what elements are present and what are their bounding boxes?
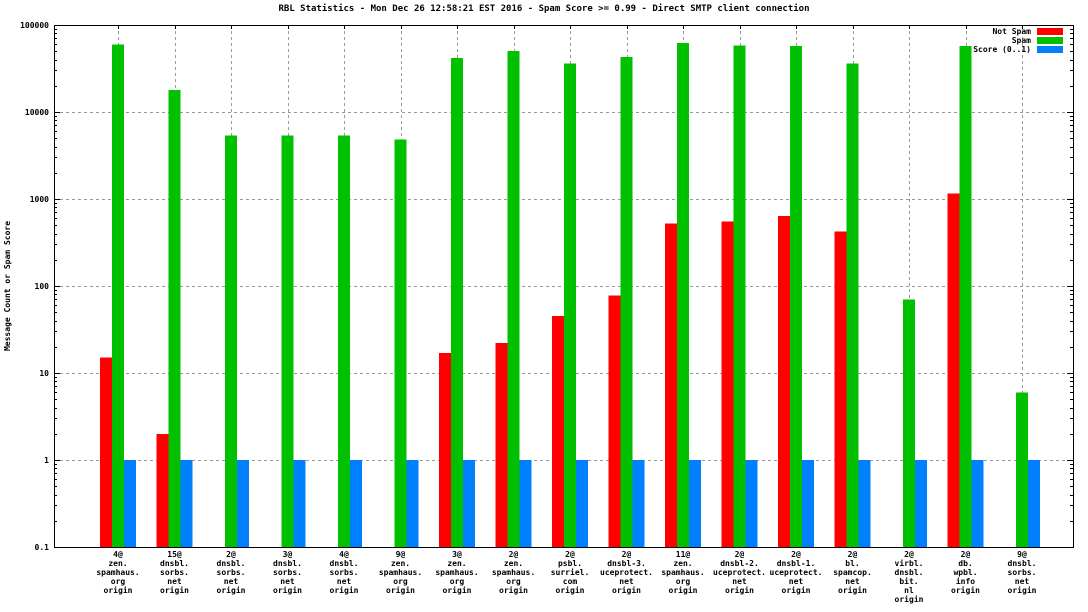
x-tick-label: 2@ zen. spamhaus. org origin bbox=[492, 550, 535, 595]
bar-spam bbox=[733, 45, 746, 548]
bars bbox=[100, 43, 1040, 548]
x-tick-label: 2@ psbl. surriel. com origin bbox=[551, 550, 590, 595]
y-tick-label: 100 bbox=[35, 282, 50, 291]
y-axis-title: Message Count or Spam Score bbox=[3, 221, 12, 351]
x-tick-label: 2@ dnsbl-2. uceprotect. net origin bbox=[713, 550, 766, 595]
bar-spam bbox=[507, 51, 520, 548]
legend-swatch-not-spam bbox=[1037, 28, 1063, 35]
x-tick-label: 9@ dnsbl. sorbs. net origin bbox=[1008, 550, 1037, 595]
bar-not-spam bbox=[947, 193, 960, 547]
x-tick-label: 15@ dnsbl. sorbs. net origin bbox=[160, 550, 189, 595]
y-tick-label: 0.1 bbox=[35, 543, 50, 552]
x-tick-label: 11@ zen. spamhaus. org origin bbox=[661, 550, 704, 595]
bar-spam bbox=[790, 46, 802, 547]
bar-score bbox=[406, 460, 419, 547]
bar-score bbox=[632, 460, 645, 547]
legend-swatch-spam bbox=[1037, 37, 1063, 44]
bar-not-spam bbox=[665, 223, 677, 547]
bar-not-spam bbox=[100, 357, 112, 547]
bar-not-spam bbox=[439, 352, 451, 547]
x-tick-labels: 4@ zen. spamhaus. org origin 15@ dnsbl. sorbs. n… bbox=[96, 550, 1036, 604]
bar-spam bbox=[677, 43, 689, 548]
bar-spam bbox=[564, 63, 576, 547]
bar-score bbox=[124, 460, 136, 547]
chart-title: RBL Statistics - Mon Dec 26 12:58:21 EST… bbox=[278, 4, 810, 14]
bar-score bbox=[519, 460, 532, 547]
bar-spam bbox=[338, 135, 350, 547]
plot-border bbox=[54, 25, 1074, 548]
bar-score bbox=[237, 460, 249, 547]
legend-item-not-spam: Not Spam bbox=[973, 27, 1063, 36]
bar-score bbox=[350, 460, 362, 547]
y-tick-label: 10 bbox=[39, 369, 49, 378]
legend-label: Spam bbox=[1011, 36, 1031, 45]
bar-score bbox=[915, 460, 927, 547]
bar-not-spam bbox=[495, 343, 508, 547]
legend-swatch-score bbox=[1037, 46, 1063, 53]
bar-score bbox=[971, 460, 984, 547]
bar-score bbox=[1028, 460, 1040, 547]
legend-item-score: Score (0..1) bbox=[973, 45, 1063, 54]
y-tick-label: 1000 bbox=[30, 195, 49, 204]
legend: Not Spam Spam Score (0..1) bbox=[973, 27, 1063, 54]
x-tick-label: 3@ zen. spamhaus. org origin bbox=[435, 550, 478, 595]
y-tick-labels: 0.1 1 10 100 1000 10000 100000 bbox=[20, 21, 49, 552]
x-tick-label: 9@ zen. spamhaus. org origin bbox=[379, 550, 422, 595]
bar-spam bbox=[451, 57, 463, 547]
bar-score bbox=[293, 460, 306, 547]
x-tick-label: 2@ bl. spamcop. net origin bbox=[833, 550, 872, 595]
x-tick-label: 2@ virbl. dnsbl. bit. nl origin bbox=[895, 550, 924, 604]
bar-not-spam bbox=[608, 295, 621, 547]
x-tick-label: 2@ dnsbl-3. uceprotect. net origin bbox=[600, 550, 653, 595]
y-tick-label: 1 bbox=[44, 456, 49, 465]
bar-spam bbox=[959, 46, 972, 547]
x-tick-label: 3@ dnsbl. sorbs. net origin bbox=[273, 550, 302, 595]
bar-score bbox=[576, 460, 588, 547]
bar-not-spam bbox=[834, 231, 847, 547]
bar-score bbox=[802, 460, 814, 547]
bar-spam bbox=[281, 135, 294, 547]
y-tick-label: 100000 bbox=[20, 21, 49, 30]
x-tick-label: 2@ db. wpbl. info origin bbox=[951, 550, 980, 595]
bar-not-spam bbox=[778, 215, 790, 547]
y-tick-label: 10000 bbox=[25, 108, 49, 117]
bar-spam bbox=[903, 299, 915, 547]
bar-not-spam bbox=[721, 221, 734, 547]
bar-spam bbox=[225, 135, 237, 547]
bar-spam bbox=[168, 89, 181, 547]
legend-label: Score (0..1) bbox=[973, 45, 1031, 54]
bar-score bbox=[745, 460, 758, 547]
bar-not-spam bbox=[156, 433, 169, 547]
x-tick-label: 4@ dnsbl. sorbs. net origin bbox=[330, 550, 359, 595]
bar-score bbox=[689, 460, 701, 547]
bar-spam bbox=[112, 44, 124, 547]
bar-score bbox=[180, 460, 193, 547]
bar-spam bbox=[620, 56, 633, 547]
bar-score bbox=[858, 460, 871, 547]
bar-spam bbox=[394, 139, 407, 548]
legend-item-spam: Spam bbox=[973, 36, 1063, 45]
legend-label: Not Spam bbox=[992, 27, 1031, 36]
bar-spam bbox=[846, 63, 859, 547]
bar-score bbox=[463, 460, 475, 547]
x-tick-label: 2@ dnsbl. sorbs. net origin bbox=[217, 550, 246, 595]
x-tick-label: 2@ dnsbl-1. uceprotect. net origin bbox=[770, 550, 823, 595]
bar-spam bbox=[1016, 392, 1028, 547]
x-tick-label: 4@ zen. spamhaus. org origin bbox=[96, 550, 139, 595]
bar-not-spam bbox=[552, 316, 564, 547]
